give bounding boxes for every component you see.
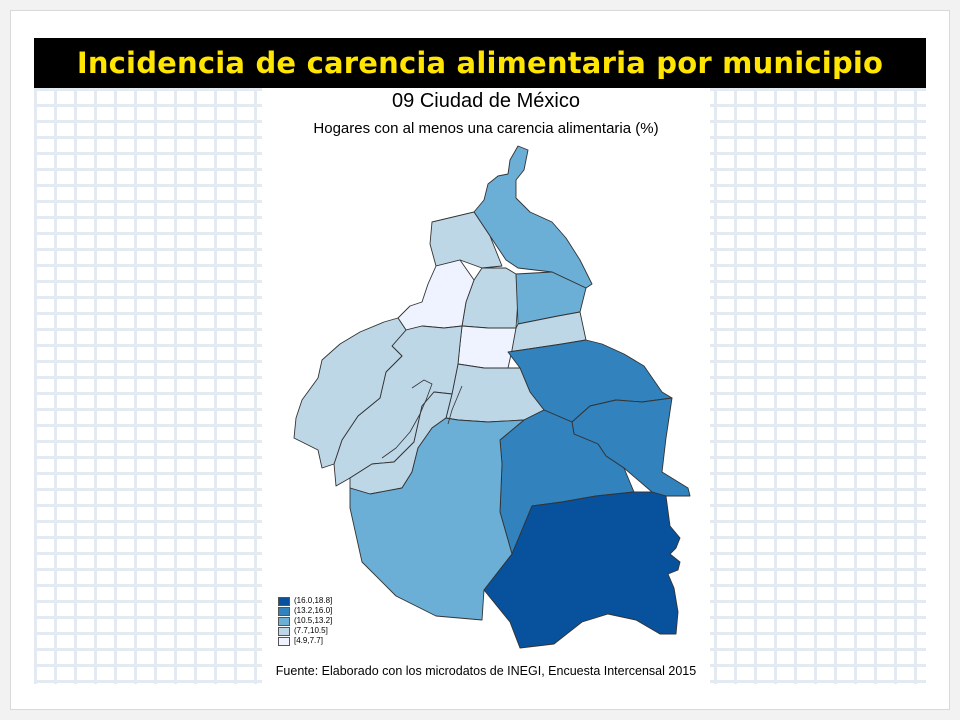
map-figure: 09 Ciudad de México Hogares con al menos… — [262, 88, 710, 684]
legend-swatch — [278, 636, 290, 646]
region-center-white — [457, 325, 517, 369]
region-southeast-dark — [483, 491, 681, 649]
legend-label: (7.7,10.5] — [294, 626, 328, 635]
region-north-west-white — [397, 259, 475, 331]
legend-swatch — [278, 596, 290, 606]
legend-item: (10.5,13.2] — [278, 616, 332, 626]
legend-label: (10.5,13.2] — [294, 616, 333, 625]
legend-label: [4.9,7.7] — [294, 636, 323, 645]
source-note: Fuente: Elaborado con los microdatos de … — [275, 664, 697, 678]
internal-boundary — [381, 379, 433, 459]
legend-swatch — [278, 616, 290, 626]
internal-boundary — [447, 385, 463, 425]
legend-label: (13.2,16.0] — [294, 606, 333, 615]
legend-item: (7.7,10.5] — [278, 626, 332, 636]
legend-item: (16.0,18.8] — [278, 596, 332, 606]
map-legend: (16.0,18.8] (13.2,16.0] (10.5,13.2] (7.7,10… — [278, 596, 332, 646]
legend-label: (16.0,18.8] — [294, 596, 333, 605]
region-west-edge — [293, 317, 407, 469]
legend-swatch — [278, 606, 290, 616]
map-subtitle: Hogares con al menos una carencia alimen… — [313, 120, 659, 137]
legend-item: (13.2,16.0] — [278, 606, 332, 616]
region-south-large — [349, 417, 525, 621]
slide-title: Incidencia de carencia alimentaria por m… — [34, 38, 926, 88]
map-title: 09 Ciudad de México — [392, 90, 580, 112]
choropleth-map — [293, 145, 691, 649]
legend-swatch — [278, 626, 290, 636]
legend-item: [4.9,7.7] — [278, 636, 332, 646]
